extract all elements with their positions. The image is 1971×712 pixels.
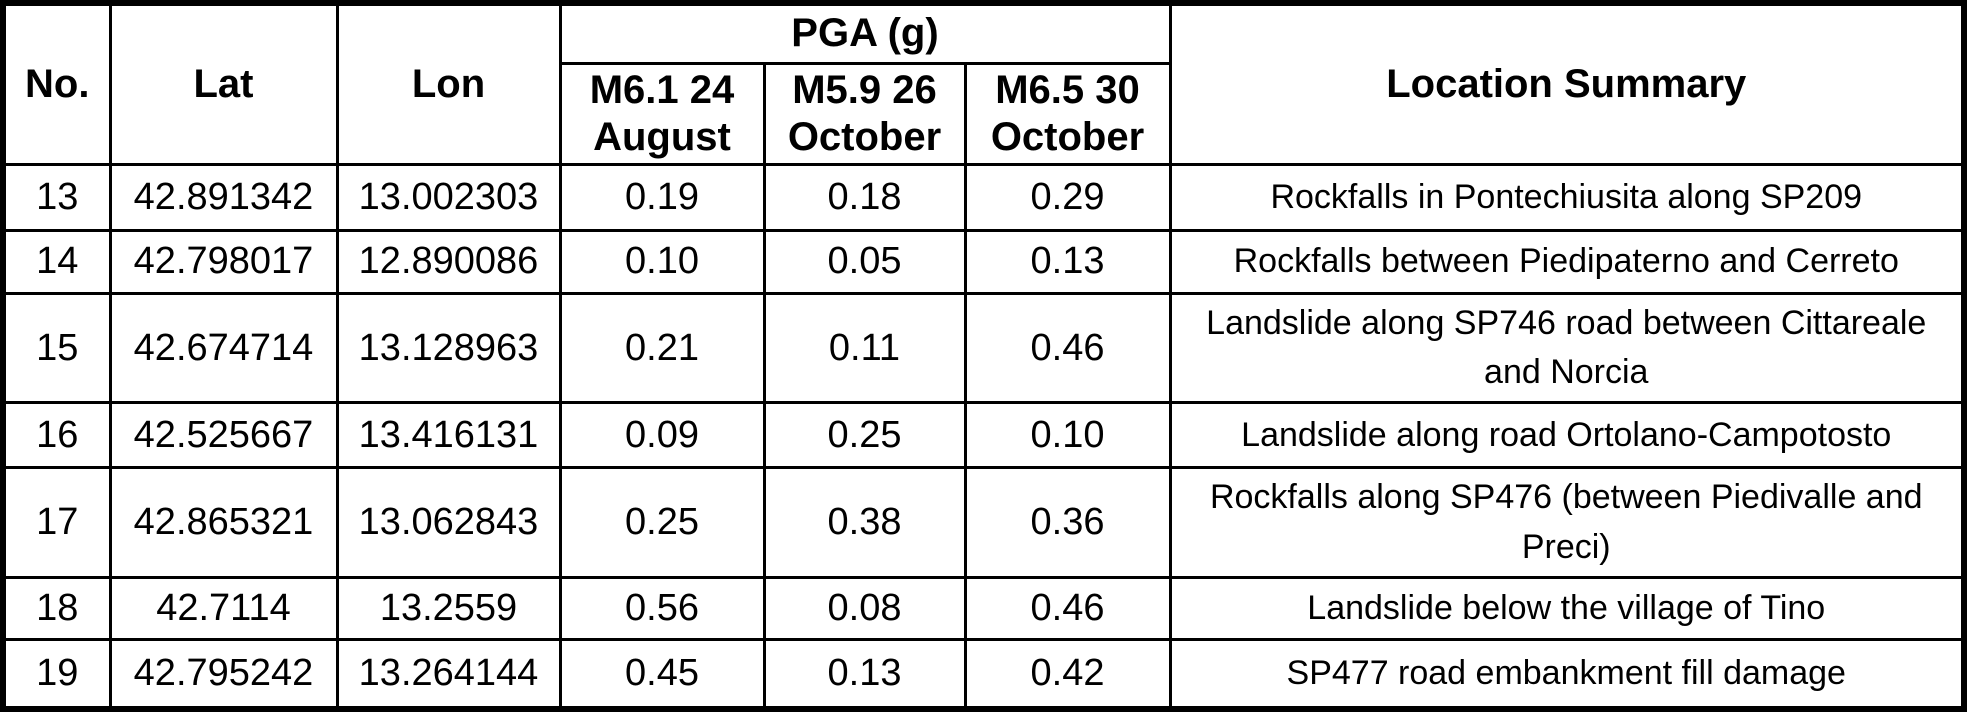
cell-pga-aug24: 0.21 [558,291,766,405]
column-header-pga-m65-30oct: M6.5 30 October [963,61,1172,166]
table-row: 18 42.7114 13.2559 0.56 0.08 0.46 Landsl… [1,576,1966,642]
table-row: 16 42.525667 13.416131 0.09 0.25 0.10 La… [1,401,1966,470]
header-row-pga-events: M6.1 24 August M5.9 26 October M6.5 30 O… [3,61,1964,166]
cell-no: 13 [1,162,112,232]
table-row: 14 42.798017 12.890086 0.10 0.05 0.13 Ro… [1,228,1966,295]
cell-no: 16 [1,401,112,470]
cell-no: 17 [1,466,112,580]
cell-lat: 42.7114 [108,576,339,642]
cell-pga-oct30: 0.46 [963,291,1172,405]
cell-lat: 42.795242 [108,638,339,711]
cell-lon: 13.128963 [335,291,562,405]
cell-location-summary: Landslide along road Ortolano-Campotosto [1168,401,1966,470]
cell-pga-aug24: 0.10 [558,228,766,295]
column-header-location-summary: Location Summary [1168,1,1966,166]
column-header-lat: Lat [108,1,339,166]
table-row: 15 42.674714 13.128963 0.21 0.11 0.46 La… [1,291,1966,405]
cell-no: 14 [1,228,112,295]
cell-lon: 13.264144 [335,638,562,711]
column-header-pga-m59-26oct: M5.9 26 October [762,61,967,166]
cell-location-summary: Landslide below the village of Tino [1168,576,1966,642]
cell-pga-oct26: 0.05 [762,228,967,295]
cell-pga-oct26: 0.08 [762,576,967,642]
cell-lat: 42.891342 [108,162,339,232]
cell-pga-oct30: 0.36 [963,466,1172,580]
column-header-pga-m61-24aug: M6.1 24 August [558,61,766,166]
cell-pga-oct30: 0.46 [963,576,1172,642]
column-header-lon: Lon [335,1,562,166]
table-row: 19 42.795242 13.264144 0.45 0.13 0.42 SP… [1,638,1966,711]
cell-pga-oct30: 0.29 [963,162,1172,232]
cell-lat: 42.865321 [108,466,339,580]
cell-pga-oct30: 0.10 [963,401,1172,470]
table-body: 13 42.891342 13.002303 0.19 0.18 0.29 Ro… [1,162,1966,711]
cell-location-summary: Rockfalls in Pontechiusita along SP209 [1168,162,1966,232]
column-header-no: No. [1,1,112,166]
cell-pga-oct26: 0.11 [762,291,967,405]
cell-pga-aug24: 0.19 [558,162,766,232]
cell-location-summary: Landslide along SP746 road between Citta… [1168,291,1966,405]
cell-lon: 12.890086 [335,228,562,295]
column-group-header-pga: PGA (g) [558,1,1172,65]
cell-pga-oct30: 0.13 [963,228,1172,295]
cell-location-summary: Rockfalls between Piedipaterno and Cerre… [1168,228,1966,295]
cell-lat: 42.674714 [108,291,339,405]
cell-location-summary: SP477 road embankment fill damage [1168,638,1966,711]
cell-pga-aug24: 0.45 [558,638,766,711]
cell-lat: 42.798017 [108,228,339,295]
cell-location-summary: Rockfalls along SP476 (between Piedivall… [1168,466,1966,580]
cell-no: 15 [1,291,112,405]
table-row: 17 42.865321 13.062843 0.25 0.38 0.36 Ro… [1,466,1966,580]
cell-lon: 13.002303 [335,162,562,232]
cell-pga-oct26: 0.38 [762,466,967,580]
cell-pga-oct26: 0.18 [762,162,967,232]
cell-pga-oct30: 0.42 [963,638,1172,711]
cell-pga-oct26: 0.25 [762,401,967,470]
cell-pga-aug24: 0.25 [558,466,766,580]
header-row-group: No. Lat Lon PGA (g) Location Summary [1,1,1966,166]
table-header: No. Lat Lon PGA (g) Location Summary M6.… [1,1,1966,166]
cell-pga-aug24: 0.56 [558,576,766,642]
cell-lon: 13.062843 [335,466,562,580]
cell-no: 19 [1,638,112,711]
cell-lat: 42.525667 [108,401,339,470]
cell-no: 18 [1,576,112,642]
cell-lon: 13.416131 [335,401,562,470]
cell-pga-aug24: 0.09 [558,401,766,470]
cell-lon: 13.2559 [335,576,562,642]
cell-pga-oct26: 0.13 [762,638,967,711]
table-row: 13 42.891342 13.002303 0.19 0.18 0.29 Ro… [1,162,1966,232]
